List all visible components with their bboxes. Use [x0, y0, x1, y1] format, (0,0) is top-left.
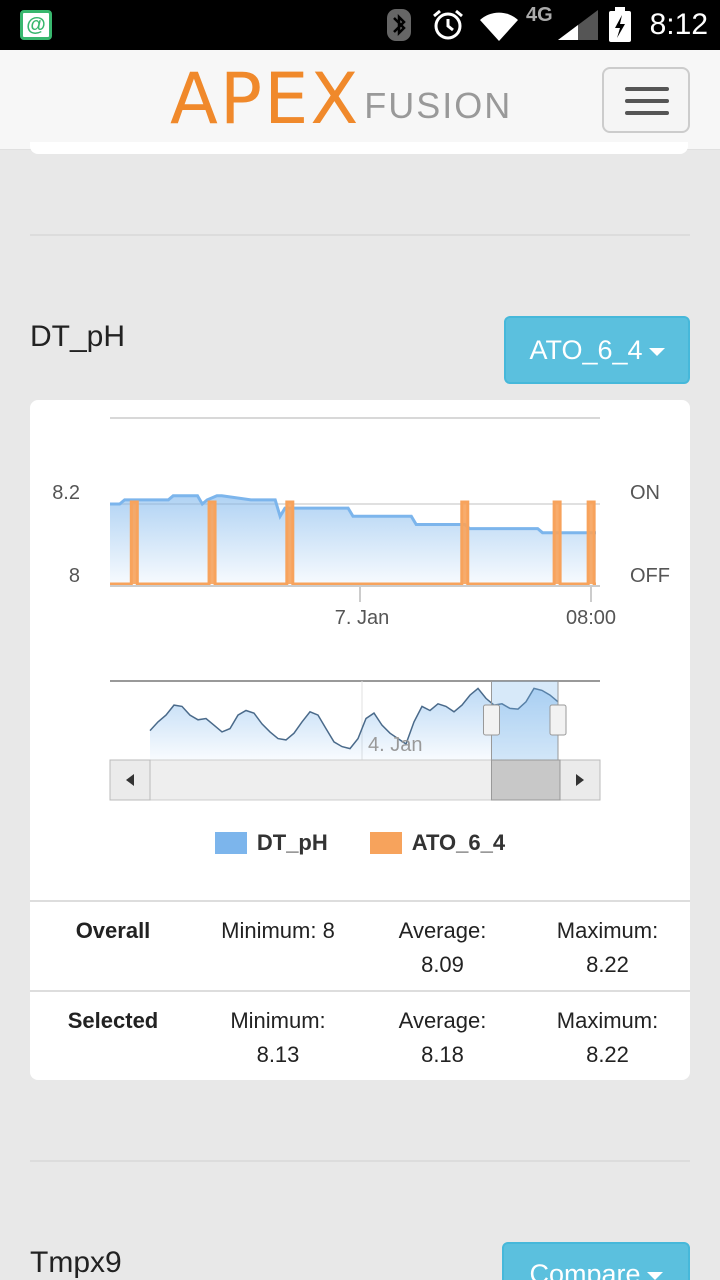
wifi-icon	[480, 12, 518, 41]
series-dt-ph-line	[110, 494, 596, 535]
stat-label: Average:	[398, 1008, 487, 1033]
stat-average: Average: 8.18	[360, 992, 525, 1080]
legend-item-dt-ph[interactable]: DT_pH	[214, 830, 328, 856]
section-title: Tmpx9	[30, 1246, 122, 1279]
menu-bar-icon	[625, 111, 669, 115]
section-divider	[30, 1160, 690, 1162]
stat-minimum: Minimum: 8.13	[196, 992, 360, 1080]
stat-value: 8	[322, 918, 335, 943]
stat-label: Average:	[398, 918, 487, 943]
app-header: APEX FUSION	[0, 50, 720, 150]
stats-row-label: Overall	[75, 918, 151, 943]
section-title: DT_pH	[30, 320, 126, 353]
legend-swatch	[214, 832, 247, 854]
legend-label: DT_pH	[256, 830, 328, 855]
y-right-tick-label: OFF	[630, 565, 670, 587]
stat-minimum: Minimum: 8	[196, 902, 360, 990]
x-tick-label: 7. Jan	[335, 607, 389, 629]
caret-down-icon	[646, 1271, 663, 1280]
status-bar: @ 4G 8:12	[0, 0, 720, 50]
dropdown-label: ATO_6_4	[529, 335, 643, 365]
series-dt-ph-area	[110, 495, 596, 586]
navigator-left-handle[interactable]	[482, 704, 500, 736]
hamburger-menu-button[interactable]	[602, 67, 690, 133]
logo-apex: APEX	[170, 58, 361, 140]
series-ato-6-4-pulses	[131, 502, 595, 584]
stat-label: Minimum:	[230, 1008, 326, 1033]
logo-fusion: FUSION	[364, 85, 513, 126]
arrow-right-icon	[576, 774, 584, 786]
ato-pulse-bar	[286, 502, 293, 584]
stat-maximum: Maximum: 8.22	[525, 902, 690, 990]
stats-row-label: Selected	[67, 1008, 159, 1033]
stats-row-selected: Selected Minimum: 8.13 Average: 8.18 Maxim…	[30, 990, 690, 1080]
arrow-left-icon	[126, 774, 134, 786]
apex-fusion-logo[interactable]: APEX FUSION	[170, 58, 513, 140]
cell-signal: 4G	[526, 4, 600, 42]
stat-value: 8.22	[586, 1042, 629, 1067]
alarm-icon	[433, 9, 463, 40]
series-ato-6-4-line	[110, 500, 596, 586]
stat-label: Maximum:	[556, 918, 659, 943]
menu-bar-icon	[625, 99, 669, 103]
network-type-label: 4G	[526, 4, 553, 26]
x-tick-label: 08:00	[566, 607, 616, 629]
menu-bar-icon	[625, 87, 669, 91]
y-left-tick-label: 8	[69, 565, 80, 587]
navigator-selected-range[interactable]	[490, 680, 559, 762]
bluetooth-icon	[387, 9, 411, 41]
stat-maximum: Maximum: 8.22	[525, 992, 690, 1080]
stat-value: 8.09	[421, 952, 464, 977]
signal-icon	[558, 10, 598, 40]
stats-table: Overall Minimum: 8 Average: 8.09 Maximum:…	[30, 900, 690, 1080]
stats-row-overall: Overall Minimum: 8 Average: 8.09 Maximum:…	[30, 900, 690, 990]
ato-pulse-bar	[554, 502, 561, 584]
navigator-area	[150, 688, 558, 760]
ato-pulse-bar	[209, 502, 216, 584]
dropdown-label: Compare	[529, 1259, 641, 1280]
ato-pulse-bar	[588, 502, 595, 584]
stat-value: 8.18	[421, 1042, 464, 1067]
y-right-tick-label: ON	[630, 482, 660, 504]
y-left-tick-label: 8.2	[52, 482, 80, 504]
section-divider	[30, 234, 690, 236]
navigator-tick-label: 4. Jan	[368, 734, 422, 756]
previous-card-edge	[30, 142, 688, 154]
stat-value: 8.13	[256, 1042, 300, 1067]
ato-pulse-bar	[461, 502, 468, 584]
chart-legend: DT_pH ATO_6_4	[30, 830, 690, 856]
legend-item-ato-6-4[interactable]: ATO_6_4	[369, 830, 506, 856]
caret-down-icon	[648, 347, 665, 356]
navigator-scrollbar-thumb[interactable]	[490, 759, 561, 801]
clock-time: 8:12	[649, 8, 708, 41]
navigator-right-handle[interactable]	[549, 704, 567, 736]
chart: 7. Jan 08:00 8.2 8 ON OFF 4. Jan	[52, 417, 670, 801]
compare-dropdown-button[interactable]: ATO_6_4	[504, 316, 690, 384]
legend-swatch	[369, 832, 402, 854]
navigator-line	[149, 687, 559, 750]
stat-label: Minimum:	[221, 918, 317, 943]
chart-card: 7. Jan 08:00 8.2 8 ON OFF 4. Jan DT_pH A…	[30, 400, 690, 1080]
legend-label: ATO_6_4	[411, 830, 506, 855]
battery-icon	[609, 7, 631, 42]
status-icons: 4G	[384, 4, 632, 42]
compare-dropdown-button[interactable]: Compare	[502, 1242, 690, 1280]
ato-pulse-bar	[131, 502, 138, 584]
stat-average: Average: 8.09	[360, 902, 525, 990]
email-notification-icon: @	[20, 10, 52, 40]
stat-label: Maximum:	[556, 1008, 659, 1033]
stat-value: 8.22	[586, 952, 629, 977]
